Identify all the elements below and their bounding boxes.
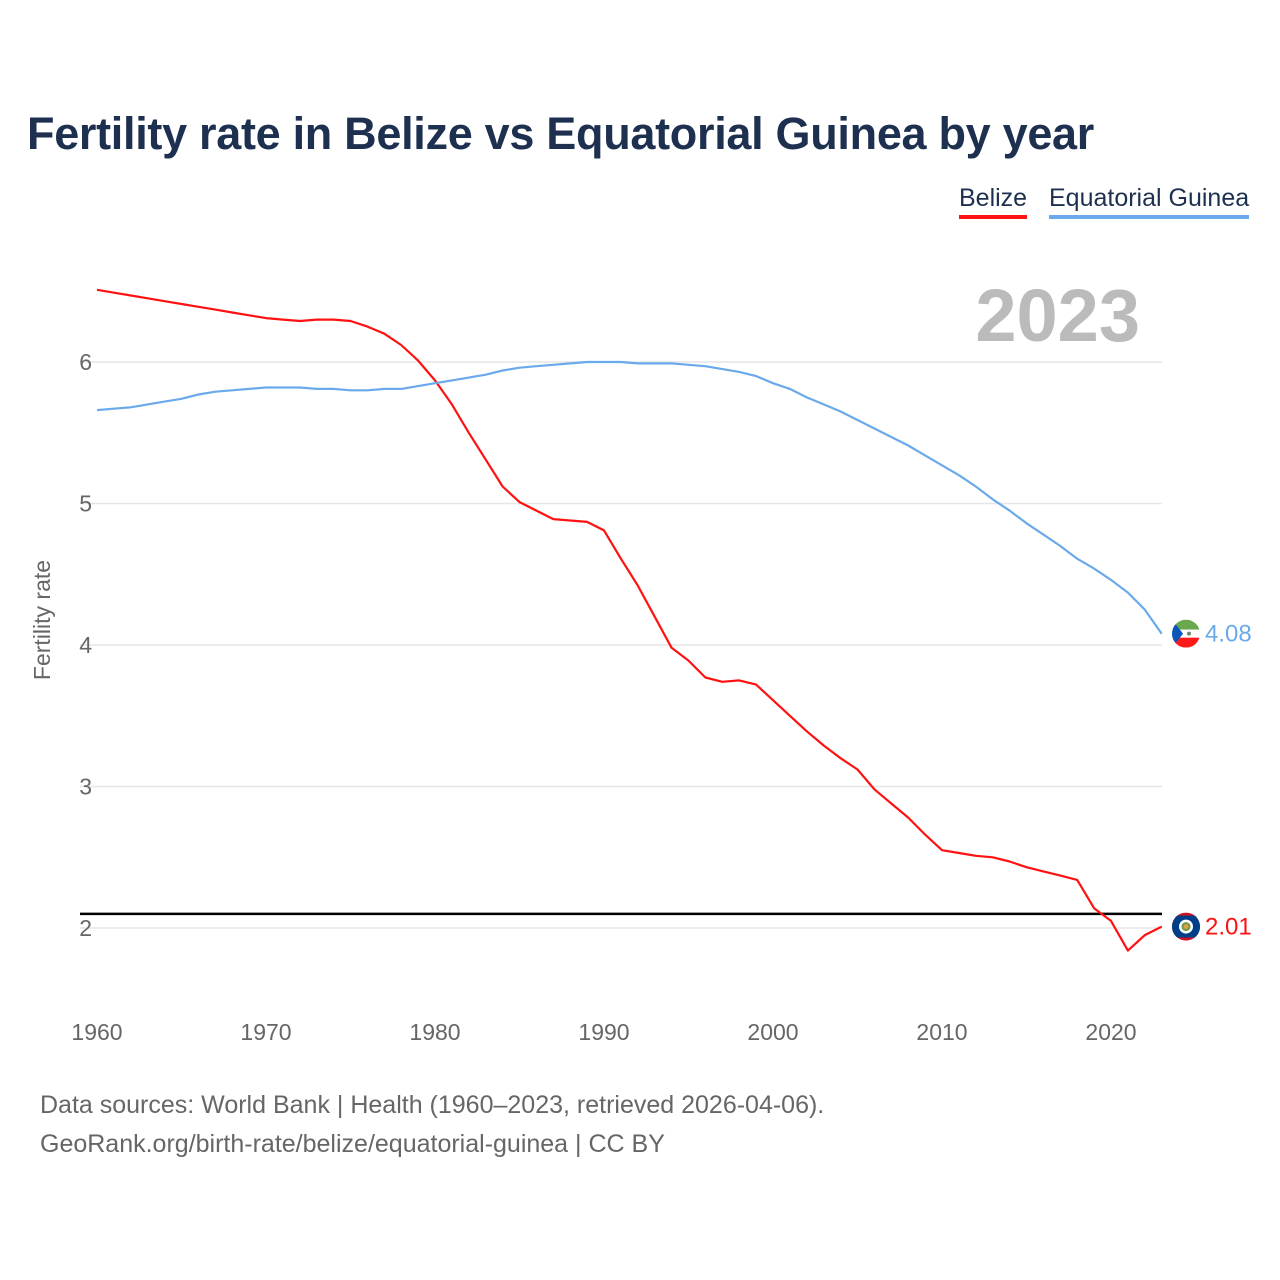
y-tick-label: 3 (79, 774, 92, 800)
equatorial-guinea-flag-icon (1172, 619, 1200, 648)
y-tick-label: 2 (79, 915, 92, 941)
x-tick-label: 2020 (1085, 1019, 1136, 1045)
y-axis-label: Fertility rate (29, 560, 55, 680)
x-tick-label: 1960 (71, 1019, 122, 1045)
end-value-label: 2.01 (1205, 914, 1252, 941)
x-tick-label: 1980 (409, 1019, 460, 1045)
x-tick-label: 1970 (240, 1019, 291, 1045)
y-tick-label: 6 (79, 349, 92, 375)
legend-belize[interactable]: Belize (959, 184, 1028, 219)
year-label: 2023 (975, 274, 1140, 357)
x-tick-label: 1990 (578, 1019, 629, 1045)
legend-equatorial-guinea[interactable]: Equatorial Guinea (1049, 184, 1250, 219)
series-line-equatorial-guinea (96, 360, 1163, 635)
y-tick-label: 4 (79, 632, 92, 658)
series-line-belize (96, 288, 1163, 952)
footer-sources: Data sources: World Bank | Health (1960–… (40, 1091, 825, 1119)
footer: Data sources: World Bank | Health (1960–… (40, 1086, 824, 1164)
x-tick-label: 2000 (747, 1019, 798, 1045)
footer-attribution: GeoRank.org/birth-rate/belize/equatorial… (40, 1130, 665, 1158)
chart-title: Fertility rate in Belize vs Equatorial G… (27, 108, 1094, 159)
end-value-label: 4.08 (1205, 621, 1252, 648)
x-tick-label: 2010 (916, 1019, 967, 1045)
belize-flag-icon (1172, 912, 1200, 941)
y-tick-label: 5 (79, 491, 92, 517)
